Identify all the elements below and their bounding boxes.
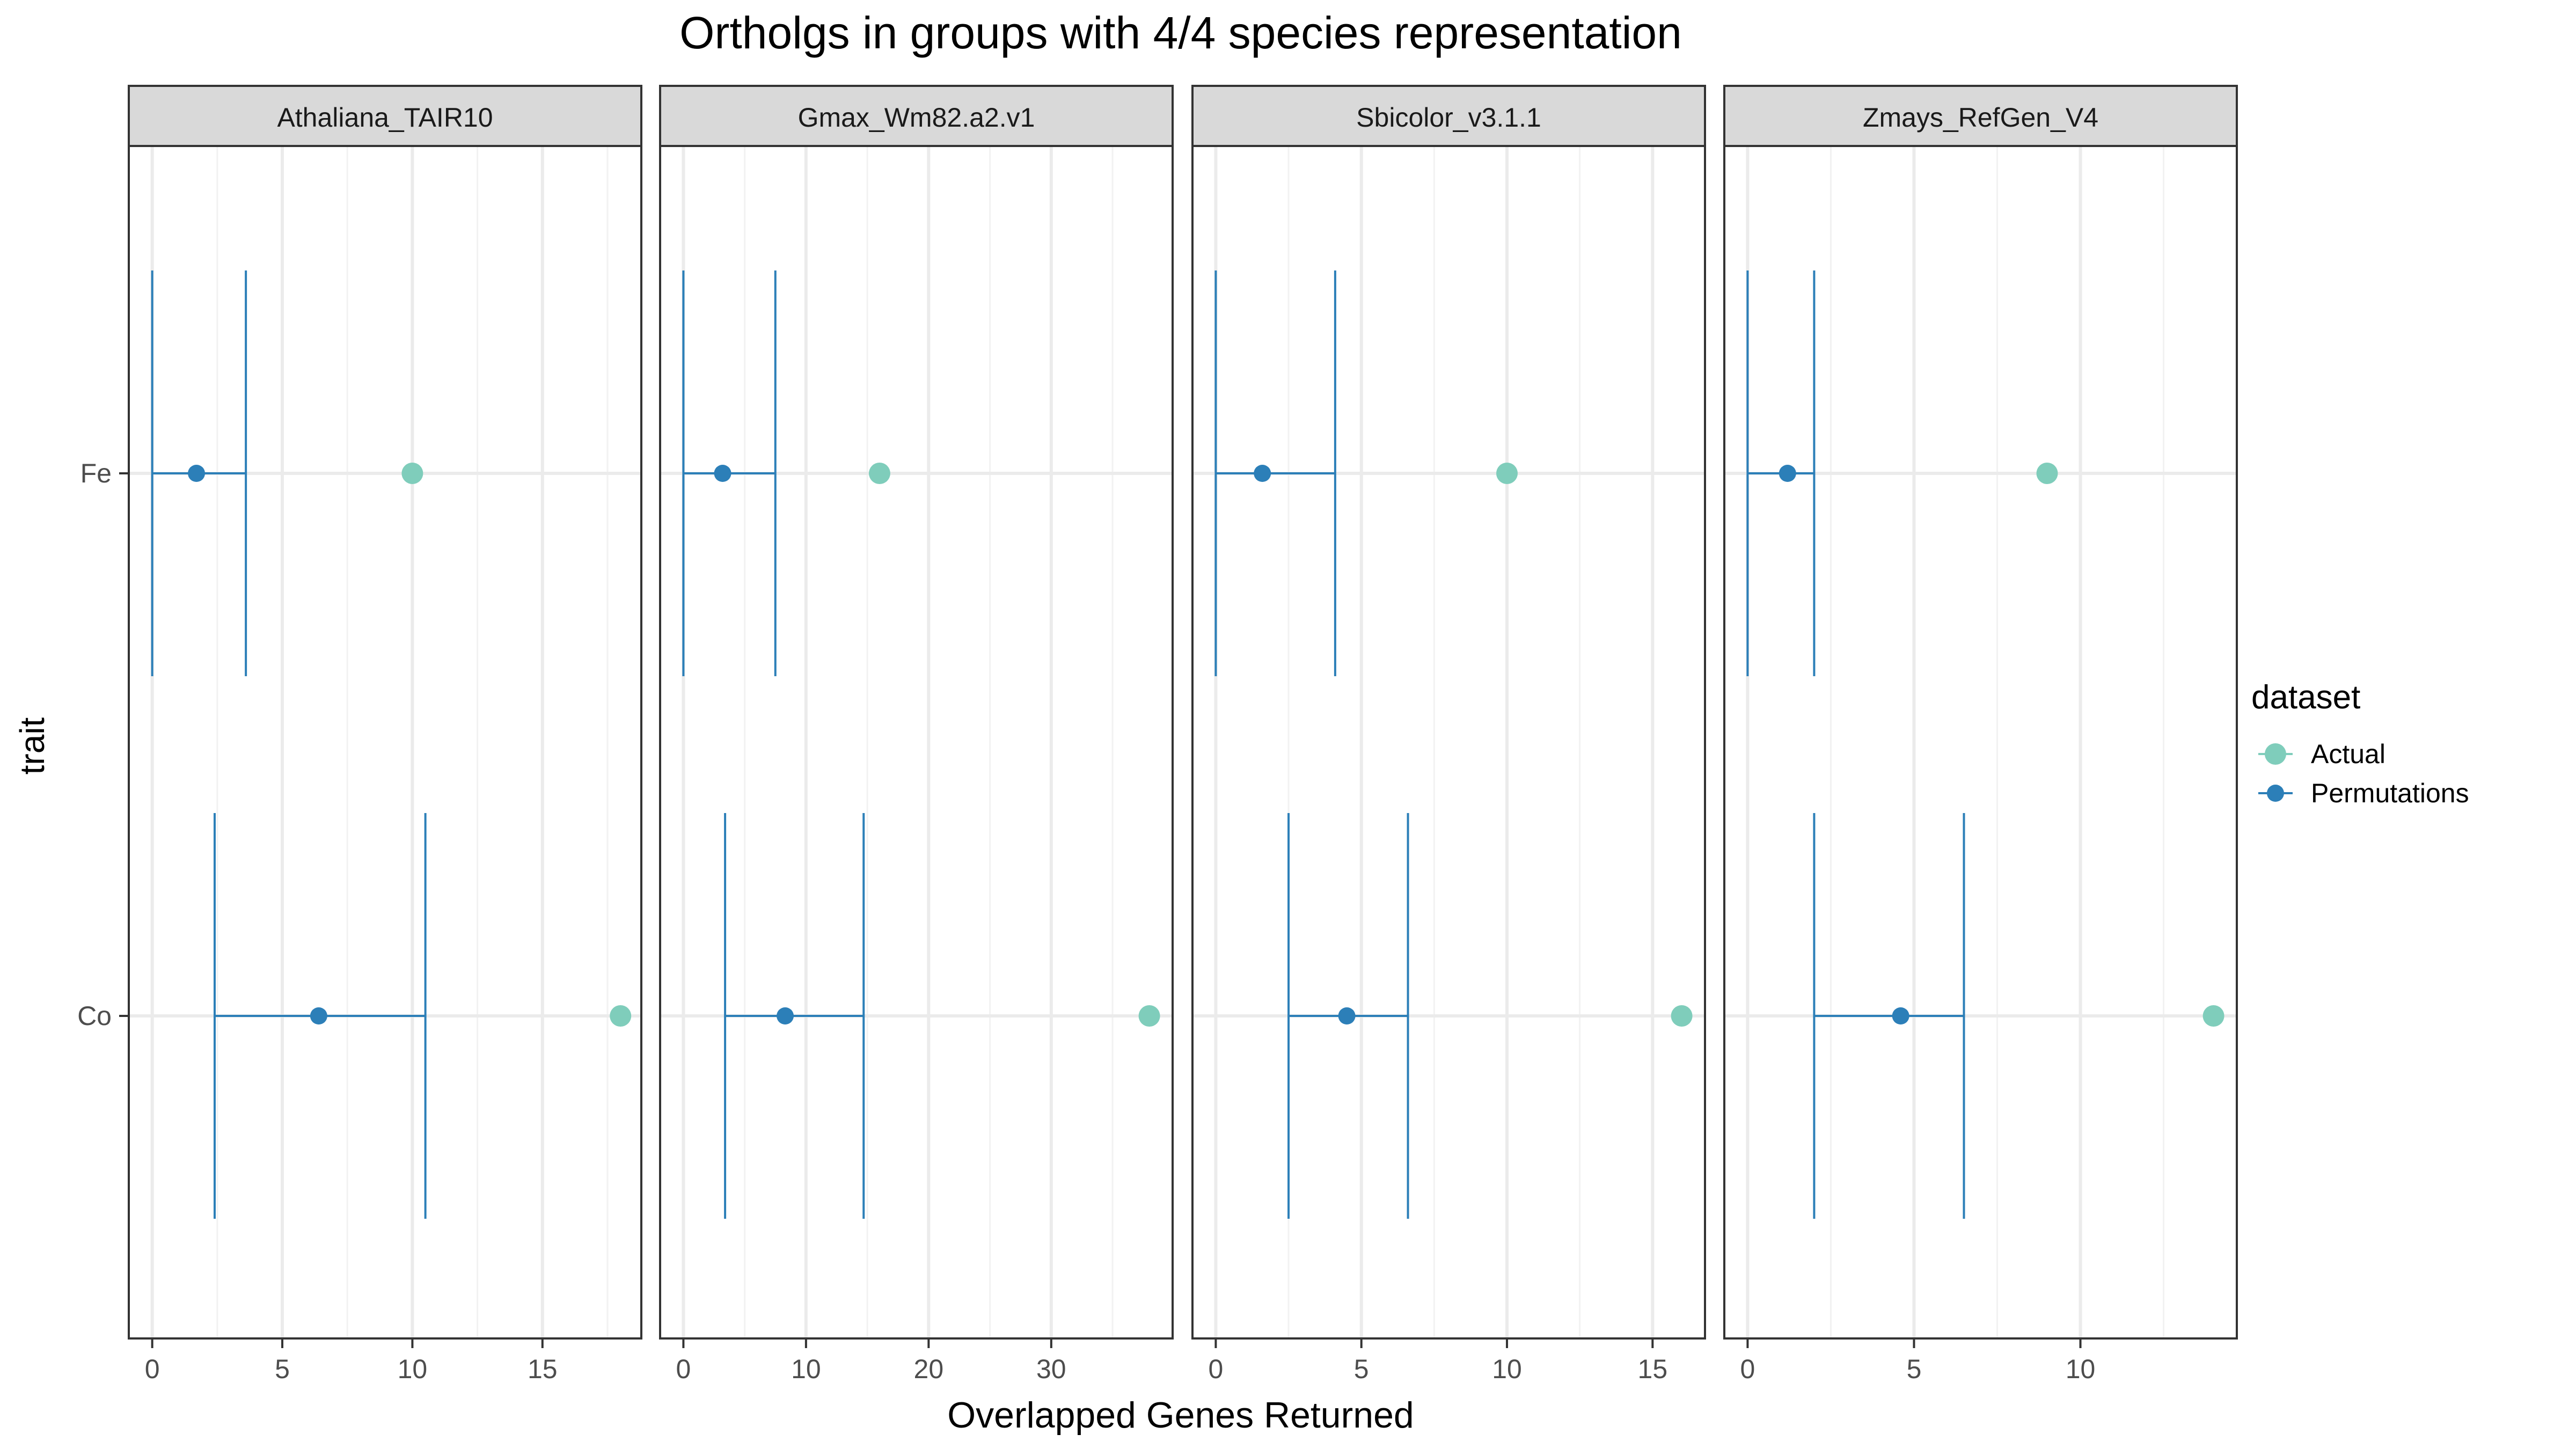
actual-point xyxy=(1496,463,1518,484)
x-tick-label: 15 xyxy=(528,1354,558,1384)
permutations-point xyxy=(777,1007,794,1024)
x-tick-label: 5 xyxy=(275,1354,290,1384)
x-tick-label: 10 xyxy=(398,1354,428,1384)
permutations-point xyxy=(1779,465,1796,482)
panel-border xyxy=(659,145,1174,1340)
x-tick-label: 5 xyxy=(1354,1354,1369,1384)
panel-border xyxy=(1723,145,2238,1340)
facet-label: Zmays_RefGen_V4 xyxy=(1863,103,2098,133)
permutations-point xyxy=(188,465,206,482)
x-tick-label: 5 xyxy=(1907,1354,1922,1384)
x-tick-label: 0 xyxy=(1209,1354,1224,1384)
facet-strip xyxy=(659,85,1174,147)
x-tick-label: 10 xyxy=(791,1354,821,1384)
x-tick-label: 30 xyxy=(1036,1354,1066,1384)
permutations-point xyxy=(1892,1007,1909,1024)
actual-point xyxy=(610,1005,632,1027)
facet-label: Sbicolor_v3.1.1 xyxy=(1356,103,1541,133)
actual-point xyxy=(868,463,890,484)
y-tick-label: Co xyxy=(77,1001,112,1031)
x-tick-label: 20 xyxy=(914,1354,944,1384)
legend-key-point xyxy=(2265,743,2286,765)
chart-title: Ortholgs in groups with 4/4 species repr… xyxy=(679,8,1682,58)
legend: Actual Permutations xyxy=(2258,739,2469,808)
permutations-point xyxy=(1338,1007,1356,1024)
facet-strip xyxy=(1191,85,1706,147)
facet-panels: Athaliana_TAIR10 0 5 10 15 Gmax_Wm82.a2.v1 0 10… xyxy=(77,85,2238,1384)
actual-point xyxy=(2036,463,2058,484)
x-tick-label: 10 xyxy=(2066,1354,2096,1384)
permutations-point xyxy=(714,465,731,482)
facet-panel: Sbicolor_v3.1.1 0 5 10 15 xyxy=(1191,85,1706,1384)
legend-label: Permutations xyxy=(2311,778,2469,808)
facet-strip xyxy=(128,85,642,147)
actual-point xyxy=(401,463,423,484)
permutations-point xyxy=(1254,465,1271,482)
facet-strip xyxy=(1723,85,2238,147)
facet-panel: Gmax_Wm82.a2.v1 0 10 20 30 xyxy=(659,85,1174,1384)
panel-border xyxy=(128,145,642,1340)
y-axis-label: trait xyxy=(13,717,52,774)
legend-title: dataset xyxy=(2251,679,2360,716)
permutations-point xyxy=(310,1007,327,1024)
facet-panel: Athaliana_TAIR10 0 5 10 15 xyxy=(128,85,642,1384)
actual-point xyxy=(2202,1005,2224,1027)
facet-panel: Zmays_RefGen_V4 0 5 10 xyxy=(1723,85,2238,1384)
panel-border xyxy=(1191,145,1706,1340)
x-tick-label: 15 xyxy=(1638,1354,1668,1384)
legend-key-point xyxy=(2267,785,2284,802)
legend-label: Actual xyxy=(2311,739,2385,769)
y-tick-label: Fe xyxy=(80,458,112,488)
actual-point xyxy=(1138,1005,1160,1027)
x-tick-label: 0 xyxy=(145,1354,160,1384)
x-tick-label: 0 xyxy=(1740,1354,1755,1384)
actual-point xyxy=(1671,1005,1693,1027)
facet-label: Gmax_Wm82.a2.v1 xyxy=(798,103,1035,133)
x-axis-label: Overlapped Genes Returned xyxy=(947,1395,1414,1436)
x-tick-label: 10 xyxy=(1492,1354,1522,1384)
x-tick-label: 0 xyxy=(676,1354,691,1384)
facet-label: Athaliana_TAIR10 xyxy=(277,103,493,133)
